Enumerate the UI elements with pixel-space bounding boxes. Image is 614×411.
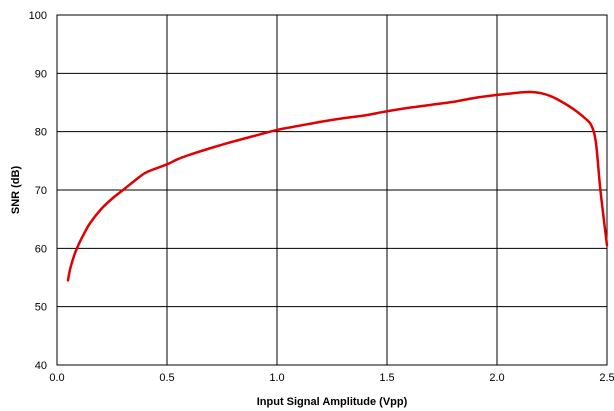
x-tick-label: 0.0 [49, 372, 64, 384]
y-tick-label: 70 [35, 185, 47, 197]
y-axis-title: SNR (dB) [10, 166, 22, 215]
x-tick-label: 1.5 [379, 372, 394, 384]
axis-tick-labels: 0.0 0.5 1.0 1.5 2.0 2.5 40 50 60 70 80 90 100 [29, 10, 614, 384]
y-tick-label: 50 [35, 302, 47, 314]
x-axis-title: Input Signal Amplitude (Vpp) [257, 396, 408, 408]
y-tick-label: 40 [35, 360, 47, 372]
y-tick-label: 60 [35, 243, 47, 255]
x-tick-label: 2.0 [489, 372, 504, 384]
x-tick-label: 1.0 [269, 372, 284, 384]
series-layer [66, 90, 609, 282]
plot-area-frame [56, 14, 608, 366]
x-tick-label: 2.5 [599, 372, 614, 384]
x-tick-label: 0.5 [159, 372, 174, 384]
series-line-snr [66, 90, 609, 282]
y-tick-label: 80 [35, 127, 47, 139]
gridlines [57, 15, 607, 365]
y-tick-label: 90 [35, 68, 47, 80]
y-tick-label: 100 [29, 10, 47, 22]
